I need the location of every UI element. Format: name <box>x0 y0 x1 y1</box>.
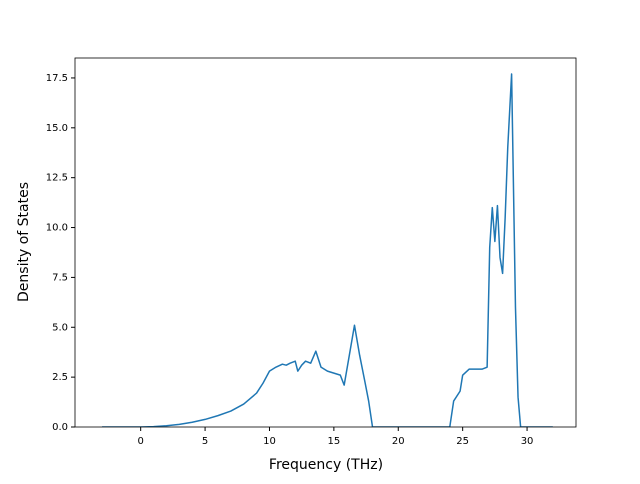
y-tick-label: 7.5 <box>52 272 68 283</box>
plot-frame <box>74 57 577 428</box>
x-tick-label: 25 <box>456 436 469 447</box>
x-axis-label: Frequency (THz) <box>269 457 383 473</box>
y-tick-label: 2.5 <box>52 372 68 383</box>
x-tick-label: 10 <box>263 436 276 447</box>
y-tick-label: 12.5 <box>46 173 68 184</box>
x-tick-label: 5 <box>202 436 208 447</box>
x-tick-label: 0 <box>137 436 143 447</box>
x-tick-label: 15 <box>328 436 341 447</box>
x-tick-label: 30 <box>521 436 534 447</box>
y-tick-label: 0.0 <box>52 422 68 433</box>
line-series <box>102 73 553 427</box>
y-tick-label: 15.0 <box>46 123 68 134</box>
x-tick-label: 20 <box>392 436 405 447</box>
y-axis-label: Density of States <box>16 182 32 302</box>
y-tick-label: 5.0 <box>52 322 68 333</box>
y-tick-label: 10.0 <box>46 223 68 234</box>
y-tick-label: 17.5 <box>46 73 68 84</box>
